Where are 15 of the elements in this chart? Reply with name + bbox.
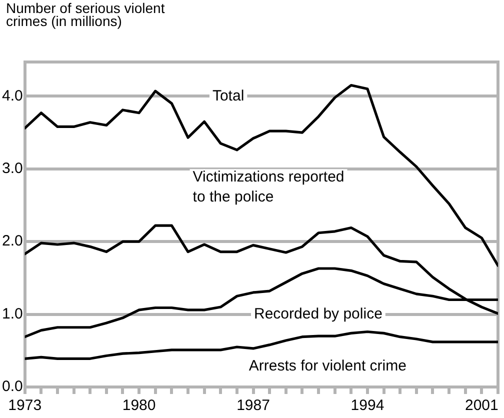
y-tick-label: 3.0 bbox=[2, 160, 23, 178]
x-tick-label: 2001 bbox=[464, 397, 498, 414]
series-label: Recorded by police bbox=[254, 305, 382, 322]
series-label: Victimizations reported to the police bbox=[192, 168, 344, 206]
y-axis-title: Number of serious violent crimes (in millions) bbox=[6, 0, 165, 29]
y-tick-label: 0.0 bbox=[2, 378, 23, 396]
y-tick-label: 1.0 bbox=[2, 305, 23, 322]
series-label: Total bbox=[212, 87, 244, 104]
y-tick-label: 2.0 bbox=[2, 232, 23, 250]
x-tick-label: 1987 bbox=[236, 397, 270, 414]
x-tick-label: 1973 bbox=[8, 397, 42, 414]
series-label: Arrests for violent crime bbox=[248, 358, 406, 375]
x-tick-label: 1980 bbox=[122, 397, 156, 414]
y-tick-label: 4.0 bbox=[2, 87, 23, 104]
x-tick-label: 1994 bbox=[350, 397, 384, 414]
